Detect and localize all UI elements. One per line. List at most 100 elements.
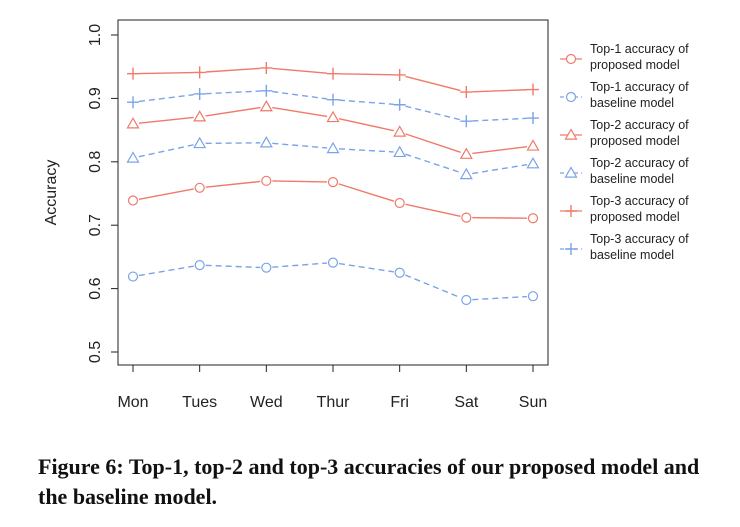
series-line-segment [472,163,528,175]
series-line-segment [205,180,261,188]
series-line-segment [138,188,194,201]
series-line-segment [138,94,194,103]
legend-entry-3: Top-2 accuracy of proposed model [560,118,689,148]
series-line-segment [405,105,461,121]
y-tick-label: 1.0 [87,24,104,46]
data-point [461,212,472,223]
series-line-segment [472,295,528,301]
x-tick-label: Mon [117,394,148,411]
legend-entry-4: Top-2 accuracy of baseline model [560,156,689,186]
data-point [459,167,473,180]
data-point [527,112,539,125]
legend-marker [564,128,578,140]
figure-caption: Figure 6: Top-1, top-2 and top-3 accurac… [38,454,700,509]
legend-label: Top-3 accuracy of [590,232,689,246]
series-line-segment [404,274,462,299]
series-line-segment [472,216,528,219]
series-line-segment [205,106,261,117]
data-point [127,271,139,282]
series-line-segment [405,203,461,217]
data-point [126,117,140,129]
series-3 [126,99,540,159]
data-point [527,213,539,224]
data-point [327,67,339,80]
series-line-segment [138,265,194,277]
y-tick-label: 0.7 [87,214,104,236]
series-line-segment [272,180,328,183]
series-1 [127,175,539,224]
series-line-segment [205,264,261,269]
legend-label: proposed model [590,210,680,224]
accuracy-line-chart: 0.5 0.6 0.7 0.8 0.9 1.0 Mon Tues Wed Thur Fri Sat Su… [43,19,689,411]
legend-label: Top-1 accuracy of [590,80,689,94]
data-point [526,139,540,151]
series-line-segment [338,99,394,105]
series-line-segment [138,144,194,158]
y-tick-label: 0.6 [87,277,104,299]
legend-marker [565,243,577,255]
series-5 [127,61,539,99]
data-point [193,87,206,100]
x-tick-label: Thur [317,394,351,411]
data-point [127,96,139,109]
chart-axes: 0.5 0.6 0.7 0.8 0.9 1.0 Mon Tues Wed Thur Fri Sat Su… [43,19,549,411]
y-tick-label: 0.5 [87,341,104,363]
data-point [126,151,140,163]
series-line-segment [338,183,395,202]
data-point [460,115,473,128]
series-layer [126,61,540,306]
series-4 [126,136,540,180]
series-line-segment [405,75,461,92]
series-line-segment [138,71,194,75]
data-point [259,99,273,112]
legend-entry-1: Top-1 accuracy of proposed model [560,42,689,72]
x-tick-label: Wed [250,394,283,411]
y-axis-label: Accuracy [43,160,60,226]
series-line-segment [338,148,394,153]
series-line-segment [338,118,394,132]
series-line-segment [405,133,461,153]
legend-entry-5: Top-3 accuracy of proposed model [560,194,689,224]
data-point [394,197,405,209]
series-6 [127,84,539,128]
data-point [193,66,206,79]
legend-label: baseline model [590,248,674,262]
data-point [194,182,205,193]
data-point [326,110,340,123]
legend-label: Top-3 accuracy of [590,194,689,208]
legend-marker [565,205,577,217]
series-line-segment [338,73,394,76]
series-line-segment [138,116,194,124]
x-tick-label: Sat [454,394,479,411]
data-point [193,110,207,122]
data-point [527,83,539,96]
data-point [461,294,472,306]
legend-label: proposed model [590,58,680,72]
data-point [394,267,405,278]
x-tick-label: Sun [519,394,547,411]
series-line-segment [205,142,261,145]
data-point [327,257,339,268]
series-line-segment [272,262,328,268]
legend-label: Top-2 accuracy of [590,118,689,132]
data-point [127,195,139,206]
legend-label: baseline model [590,96,674,110]
data-point [327,176,339,188]
series-line-segment [205,90,261,95]
series-line-segment [472,117,528,122]
data-point [393,145,407,158]
legend-label: proposed model [590,134,680,148]
data-point [393,68,406,81]
legend-marker [565,53,577,65]
series-line-segment [405,153,461,174]
data-point [193,136,207,149]
series-line-segment [272,67,328,74]
data-point [393,98,406,111]
series-line-segment [472,145,528,155]
data-point [260,84,273,97]
data-point [327,93,339,106]
x-tick-label: Tues [182,394,217,411]
data-point [326,141,340,154]
data-point [261,262,272,273]
